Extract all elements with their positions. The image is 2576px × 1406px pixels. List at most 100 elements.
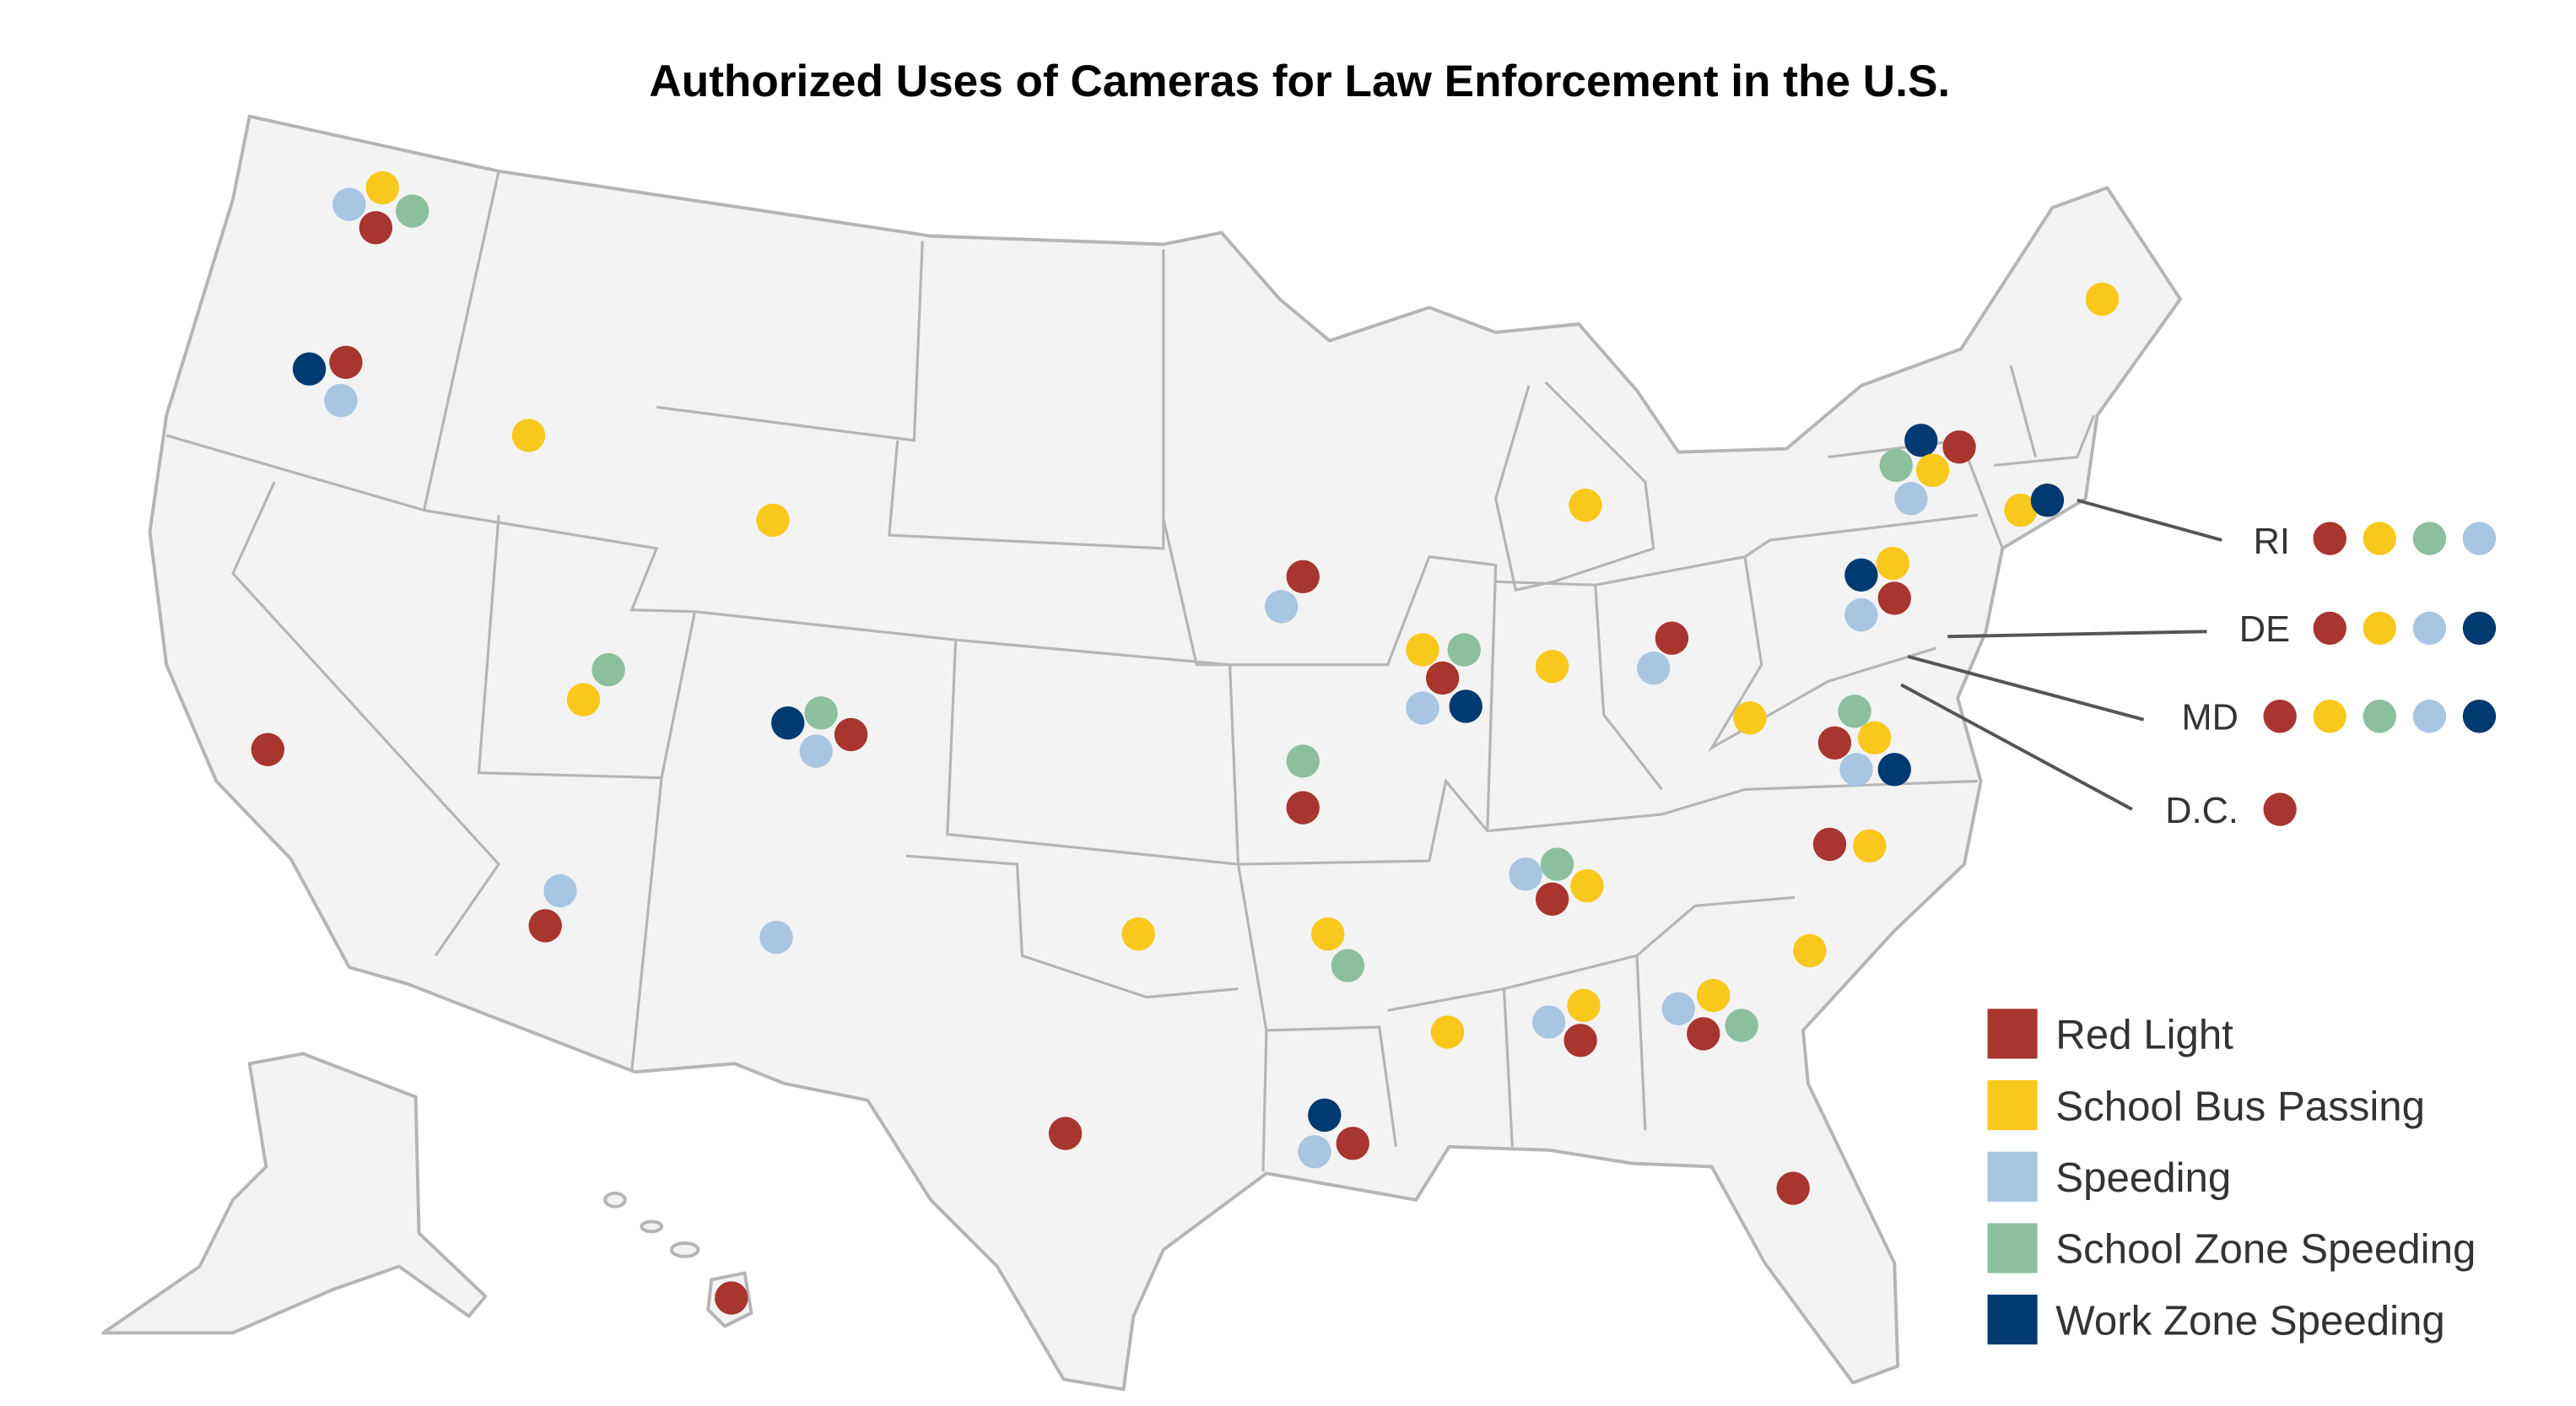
dot-tn-red-light xyxy=(1535,882,1569,917)
state-dots xyxy=(251,170,2120,1315)
callout-label-de: DE xyxy=(2239,609,2290,650)
dot-wa-speeding xyxy=(332,187,366,221)
dot-ny-speeding xyxy=(1894,482,1928,516)
land xyxy=(101,114,2182,1392)
legend-item-school-zone-speeding: School Zone Speeding xyxy=(1987,1223,2476,1274)
legend-label: Work Zone Speeding xyxy=(2055,1297,2444,1344)
callout-label-md: MD xyxy=(2182,698,2238,738)
dot-tn-school-zone-speeding xyxy=(1540,847,1574,881)
callout-line-md xyxy=(1907,654,2145,722)
dot-tx-red-light xyxy=(1048,1117,1083,1150)
dot-ri-red-light xyxy=(2313,522,2346,555)
dot-az-speeding xyxy=(543,873,577,908)
dot-md-speeding xyxy=(2412,700,2447,733)
dot-ri-school-zone-speeding xyxy=(2412,522,2447,555)
callout-line-dc xyxy=(1900,683,2133,811)
dot-ia-speeding xyxy=(1264,590,1299,624)
dot-in-school-bus-passing xyxy=(1535,649,1569,684)
legend-swatch xyxy=(1987,1223,2038,1274)
dot-al-school-bus-passing xyxy=(1567,988,1601,1023)
map-title: Authorized Uses of Cameras for Law Enfor… xyxy=(649,57,1950,106)
dot-ny-work-zone-speeding xyxy=(1904,424,1938,457)
dot-ri-speeding xyxy=(2462,522,2497,555)
dot-or-work-zone-speeding xyxy=(292,352,327,386)
legend-label: Red Light xyxy=(2055,1012,2233,1058)
dot-va-school-zone-speeding xyxy=(1838,695,1871,728)
dot-ri-school-bus-passing xyxy=(2363,522,2397,555)
dot-ny-red-light xyxy=(1942,430,1976,464)
dot-va-red-light xyxy=(1817,726,1852,760)
dot-al-red-light xyxy=(1563,1024,1597,1057)
callout-labels: RI DE MD D.C. xyxy=(2165,522,2290,831)
dot-tn-school-bus-passing xyxy=(1570,868,1604,903)
dot-ut-school-bus-passing xyxy=(566,683,601,717)
callout-dots xyxy=(2263,522,2497,826)
legend-label: School Bus Passing xyxy=(2055,1083,2425,1129)
dot-wa-red-light xyxy=(359,211,393,245)
dot-de-speeding xyxy=(2412,611,2447,646)
dot-nm-speeding xyxy=(759,920,793,954)
legend-swatch xyxy=(1987,1295,2038,1345)
dot-de-school-bus-passing xyxy=(2363,611,2397,646)
callout-label-ri: RI xyxy=(2254,522,2290,562)
dot-ct-school-bus-passing xyxy=(2004,493,2038,527)
dot-tn-speeding xyxy=(1509,857,1542,891)
dot-co-red-light xyxy=(834,717,868,752)
dot-ar-school-zone-speeding xyxy=(1331,949,1365,982)
legend-label: School Zone Speeding xyxy=(2055,1226,2476,1273)
dot-oh-red-light xyxy=(1655,621,1689,655)
dot-va-speeding xyxy=(1839,753,1873,787)
dot-la-work-zone-speeding xyxy=(1308,1098,1342,1133)
dot-ut-school-zone-speeding xyxy=(591,652,625,687)
dot-il-school-bus-passing xyxy=(1406,633,1439,667)
dot-ar-school-bus-passing xyxy=(1311,917,1345,951)
dot-ia-red-light xyxy=(1286,560,1320,594)
dot-ok-school-bus-passing xyxy=(1121,917,1155,951)
dot-co-work-zone-speeding xyxy=(771,706,805,740)
dot-hi-red-light xyxy=(715,1281,748,1315)
dot-de-work-zone-speeding xyxy=(2462,611,2497,646)
dot-de-red-light xyxy=(2313,611,2346,646)
legend-label: Speeding xyxy=(2055,1155,2231,1201)
dot-la-red-light xyxy=(1336,1127,1369,1160)
dot-md-red-light xyxy=(2263,700,2297,733)
legend-item-speeding: Speeding xyxy=(1987,1151,2231,1202)
callout-label-dc: D.C. xyxy=(2165,791,2238,831)
dot-wa-school-bus-passing xyxy=(365,170,399,205)
legend-swatch xyxy=(1987,1009,2038,1059)
dot-md-school-zone-speeding xyxy=(2363,700,2397,733)
dot-ga-red-light xyxy=(1687,1017,1720,1051)
dot-la-speeding xyxy=(1298,1135,1331,1169)
dot-pa-school-bus-passing xyxy=(1876,546,1910,581)
dot-mo-red-light xyxy=(1286,791,1320,825)
dot-pa-red-light xyxy=(1877,581,1911,615)
dot-co-school-zone-speeding xyxy=(804,696,838,730)
alaska xyxy=(101,1052,488,1335)
dot-nc-red-light xyxy=(1812,827,1847,862)
dot-wy-school-bus-passing xyxy=(756,503,790,538)
dot-il-red-light xyxy=(1425,661,1460,695)
dot-or-red-light xyxy=(329,345,363,379)
callout-line-ri xyxy=(2076,498,2222,542)
legend: Red Light School Bus Passing Speeding Sc… xyxy=(1987,1009,2476,1345)
dot-al-speeding xyxy=(1531,1005,1566,1039)
legend-item-school-bus-passing: School Bus Passing xyxy=(1987,1080,2425,1131)
dot-md-work-zone-speeding xyxy=(2462,700,2497,733)
dot-md-school-bus-passing xyxy=(2313,700,2346,733)
dot-il-speeding xyxy=(1406,691,1439,725)
dot-wa-school-zone-speeding xyxy=(396,194,429,228)
dot-oh-speeding xyxy=(1637,651,1671,685)
dot-az-red-light xyxy=(528,909,562,943)
legend-swatch xyxy=(1987,1151,2038,1202)
dot-nc-school-bus-passing xyxy=(1853,829,1887,863)
legend-item-red-light: Red Light xyxy=(1987,1009,2233,1059)
callout-lines xyxy=(1900,498,2222,811)
callout-line-de xyxy=(1947,630,2207,639)
dot-sc-school-bus-passing xyxy=(1793,933,1827,968)
dot-ga-speeding xyxy=(1661,992,1695,1026)
dot-me-school-bus-passing xyxy=(2085,282,2120,316)
legend-swatch xyxy=(1987,1080,2038,1131)
dot-ca-red-light xyxy=(251,733,285,766)
dot-fl-red-light xyxy=(1776,1171,1810,1205)
dot-il-school-zone-speeding xyxy=(1447,633,1481,667)
